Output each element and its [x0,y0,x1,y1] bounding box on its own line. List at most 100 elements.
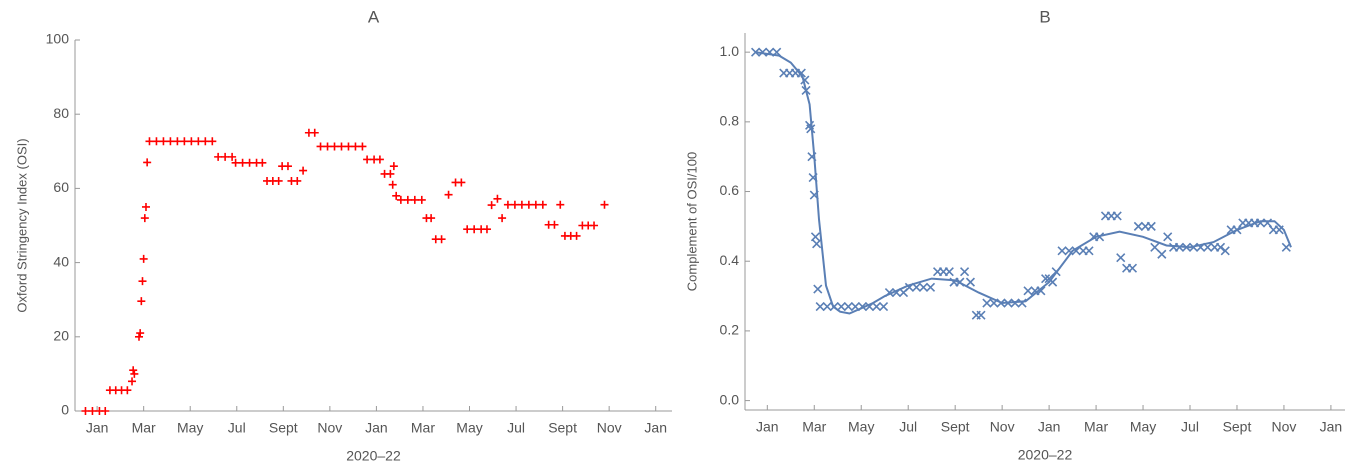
x-tick-label: Jan [1038,419,1061,435]
x-tick-label: Nov [597,420,622,436]
point [351,142,360,151]
point [194,137,203,146]
point [800,75,810,85]
point [836,301,846,312]
point [1255,218,1266,228]
point [1133,221,1143,231]
point [1274,225,1284,235]
point [1023,286,1033,296]
point [531,200,540,209]
fit-curve [755,51,1292,315]
x-tick-label: Nov [990,419,1015,435]
point [389,162,398,171]
x-tick-label: Mar [802,419,826,435]
x-tick-label: Sept [269,420,298,436]
point [878,301,889,312]
point [538,200,547,209]
point [139,254,148,263]
point [392,191,401,200]
point [358,142,367,151]
point [201,137,210,146]
x-tick-label: Jan [756,419,779,435]
point [944,267,954,277]
point [1017,298,1027,308]
point [1112,211,1122,221]
point [101,407,110,415]
point [299,166,308,175]
point [159,137,168,146]
point [982,298,992,308]
point [444,190,453,199]
point [337,142,346,151]
point [129,366,138,375]
point [810,232,821,242]
point [857,301,867,312]
point [808,173,818,183]
point [809,190,819,200]
point [274,176,283,185]
x-tick-label: Jan [1320,419,1343,435]
x-tick-label: May [1130,419,1156,435]
point [1051,267,1061,277]
point [871,301,882,312]
point [751,47,761,57]
point [403,195,412,204]
point [1041,274,1051,284]
point [396,195,405,204]
point [918,282,929,292]
point [427,214,436,223]
point [812,239,822,249]
point [796,68,806,78]
point [145,137,154,146]
point [524,200,533,209]
point [283,162,292,171]
point [996,298,1006,308]
y-tick-label: 40 [53,253,69,269]
point [375,155,384,164]
point [208,137,217,146]
x-tick-label: Jan [644,420,667,436]
x-tick-label: May [456,420,482,436]
point [1010,298,1020,308]
point [487,201,496,210]
point [323,142,332,151]
point [388,180,397,189]
point [128,377,137,386]
point [137,297,146,306]
point [173,137,182,146]
x-tick-label: Jul [228,420,246,436]
point [1036,286,1046,296]
y-tick-label: 0.8 [720,113,740,129]
point [801,85,811,96]
point [238,158,247,167]
point [904,282,914,292]
y-tick-label: 0.2 [720,322,740,338]
point [989,298,999,308]
point [1064,246,1074,256]
x-tick-label: Mar [1084,419,1108,435]
point [976,310,986,320]
point [136,329,145,338]
point [911,282,921,292]
x-tick-label: Jan [365,420,388,436]
point [410,195,419,204]
point [965,277,976,287]
point [1281,242,1291,252]
x-tick-label: May [177,420,203,436]
point [807,152,817,162]
point [1203,242,1213,252]
x-tick-label: Jan [86,420,109,436]
point [310,128,319,137]
point [135,332,144,341]
y-tick-label: 20 [53,328,69,344]
point [1084,246,1094,256]
point [316,142,325,151]
point [437,235,446,244]
point [88,407,97,415]
point [140,214,149,223]
x-tick-label: Jul [899,419,917,435]
point [850,301,860,312]
y-tick-label: 100 [46,31,70,47]
point [955,277,965,287]
